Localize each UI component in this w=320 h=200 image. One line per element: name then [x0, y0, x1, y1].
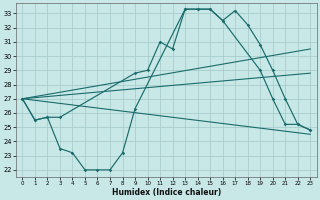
X-axis label: Humidex (Indice chaleur): Humidex (Indice chaleur) — [112, 188, 221, 197]
